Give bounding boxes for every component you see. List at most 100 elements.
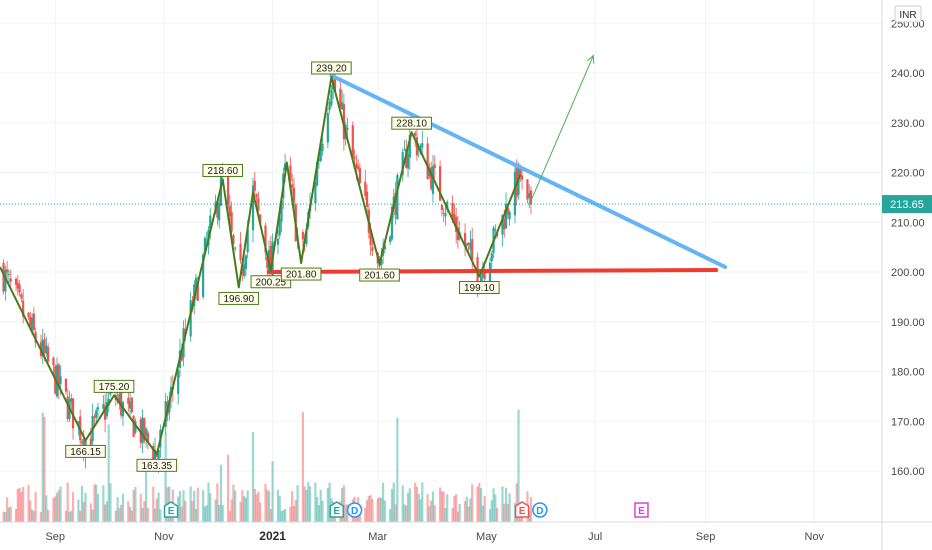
- candle-body: [203, 238, 207, 253]
- pivot-label-box: [93, 379, 135, 393]
- candle-body: [317, 159, 321, 161]
- volume-bar: [326, 487, 329, 522]
- candle-body: [276, 238, 280, 245]
- candle-body: [383, 245, 386, 250]
- event-marker-label: D: [351, 506, 358, 517]
- pivot-label-box: [459, 280, 500, 294]
- volume-bar: [364, 507, 367, 522]
- candle-body: [132, 416, 135, 438]
- volume-bar: [328, 482, 331, 522]
- volume-bar: [196, 487, 199, 522]
- volume-bar: [369, 495, 372, 522]
- volume-bar: [405, 505, 408, 522]
- volume-bar: [291, 491, 294, 522]
- volume-bar: [178, 490, 182, 522]
- volume-bar: [294, 500, 297, 522]
- pivot-label: 201.60: [364, 271, 395, 282]
- candle-body: [20, 294, 23, 299]
- candle-body: [226, 176, 230, 205]
- volume-bar: [508, 493, 511, 522]
- volume-bar: [478, 483, 481, 522]
- volume-bar: [105, 501, 109, 522]
- volume-bar: [401, 485, 404, 522]
- volume-bar: [114, 510, 117, 522]
- volume-bar: [234, 490, 237, 522]
- volume-bar: [164, 432, 167, 522]
- volume-bar: [271, 461, 274, 522]
- candle-body: [292, 187, 296, 202]
- volume-bar: [130, 510, 133, 522]
- candle-body: [341, 102, 344, 110]
- earnings-marker: [163, 501, 179, 518]
- volume-bar: [303, 486, 306, 522]
- volume-bar: [207, 482, 210, 522]
- volume-bar: [421, 482, 424, 522]
- candle-body: [365, 191, 369, 208]
- candle-body: [157, 449, 160, 462]
- candle-body: [389, 236, 392, 243]
- candle-body: [246, 229, 249, 253]
- volume-bar: [515, 483, 518, 522]
- candle-body: [9, 278, 12, 282]
- volume-bar: [406, 492, 410, 522]
- volume-bar: [307, 482, 310, 522]
- x-tick-label: 2021: [259, 529, 286, 543]
- candle-body: [80, 441, 84, 444]
- volume-bar: [414, 482, 417, 522]
- event-marker-label: E: [638, 506, 645, 517]
- volume-bar: [132, 490, 135, 522]
- candle-body: [346, 127, 349, 130]
- candle-body: [283, 163, 287, 171]
- x-tick-label: Mar: [368, 531, 387, 543]
- candle-body: [253, 180, 256, 191]
- volume-bar: [316, 497, 319, 522]
- pivot-label-box: [250, 275, 292, 289]
- candle-body: [358, 168, 362, 184]
- volume-bar: [139, 493, 142, 522]
- y-tick-label: 180.00: [891, 367, 925, 379]
- event-marker-label: E: [519, 506, 526, 517]
- volume-bar: [390, 489, 394, 522]
- candle-body: [30, 317, 34, 331]
- candle-body: [339, 88, 342, 108]
- currency-badge: [894, 5, 922, 23]
- candle-body: [105, 402, 109, 417]
- last-price-tag: [882, 195, 932, 214]
- volume-bar: [118, 508, 121, 522]
- volume-bar: [479, 488, 483, 522]
- candle-body: [380, 259, 383, 266]
- volume-bar: [444, 508, 447, 522]
- candle-body: [230, 212, 233, 232]
- candle-body: [6, 269, 9, 273]
- candle-body: [77, 421, 80, 425]
- volume-bar: [244, 497, 247, 522]
- candle-body: [506, 207, 509, 215]
- grid: [0, 0, 882, 522]
- volume-bar: [159, 509, 162, 522]
- volume-bar: [184, 500, 187, 522]
- volume-bar: [239, 501, 242, 522]
- y-tick-label: 160.00: [891, 466, 925, 478]
- volume-bar: [52, 497, 55, 522]
- volume-bar: [22, 486, 25, 522]
- volume-bar: [43, 416, 46, 522]
- volume-bar: [146, 508, 149, 522]
- x-tick-label: Nov: [154, 531, 174, 543]
- volume-bar: [96, 493, 100, 522]
- volume-bar: [305, 489, 308, 522]
- candle-body: [333, 76, 337, 92]
- candle-body: [45, 345, 48, 354]
- volume-bar: [342, 485, 345, 522]
- pivot-label-box: [280, 267, 322, 281]
- candle-body: [47, 347, 50, 362]
- pivot-label-box: [311, 61, 352, 75]
- candle-body: [440, 204, 443, 210]
- volume-bar: [259, 502, 262, 522]
- candle-body: [239, 243, 242, 261]
- candle-body: [59, 376, 62, 384]
- candle-body: [22, 300, 25, 317]
- volume-bar: [267, 490, 271, 522]
- volume-bar: [269, 509, 272, 522]
- volume-bar: [483, 495, 486, 522]
